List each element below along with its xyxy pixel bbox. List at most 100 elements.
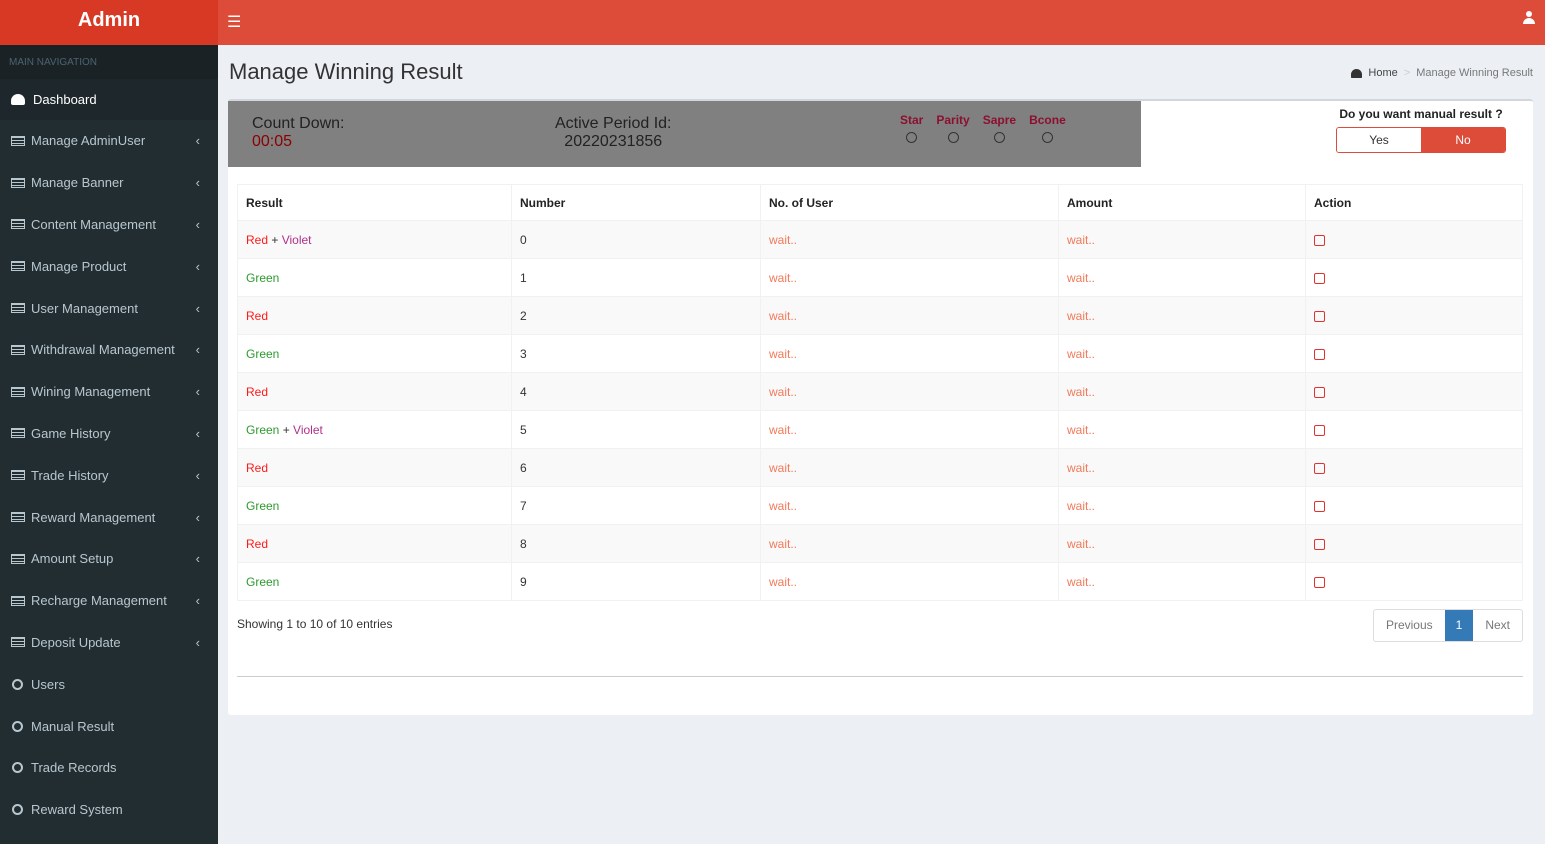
sidebar-item-reward-system[interactable]: Reward System	[0, 789, 218, 831]
sidebar-item-users[interactable]: Users	[0, 663, 218, 705]
amount-cell: wait..	[1058, 486, 1306, 525]
sidebar-item-label: Withdrawal Management	[31, 342, 175, 358]
amount-cell: wait..	[1058, 524, 1306, 563]
select-checkbox[interactable]	[1314, 424, 1325, 436]
previous-button[interactable]: Previous	[1385, 618, 1433, 632]
select-checkbox[interactable]	[1314, 538, 1325, 550]
select-checkbox[interactable]	[1314, 348, 1325, 360]
users-cell: wait..	[760, 448, 1059, 487]
col-result[interactable]: Result	[237, 184, 512, 221]
list-icon	[11, 135, 25, 146]
table-row: Green 9 wait.. wait..	[237, 562, 1523, 601]
sidebar-item-deposit-update[interactable]: Deposit Update ‹	[0, 622, 218, 664]
sidebar-item-dashboard[interactable]: Dashboard	[0, 79, 218, 120]
option-radio[interactable]	[993, 132, 1005, 143]
sidebar-item-content-management[interactable]: Content Management ‹	[0, 204, 218, 246]
option-label: Parity	[936, 113, 970, 127]
result-cell: Green + Violet	[237, 410, 512, 449]
users-cell: wait..	[760, 562, 1059, 601]
number-cell: 7	[511, 486, 761, 525]
result-cell: Red	[237, 296, 512, 335]
sidebar-item-label: Users	[31, 676, 65, 692]
circle-icon	[12, 804, 23, 816]
option-radio[interactable]	[1041, 132, 1053, 143]
action-cell	[1305, 258, 1523, 297]
list-icon	[11, 637, 25, 648]
menu-toggle-icon[interactable]: ☰	[227, 14, 242, 31]
chevron-left-icon: ‹	[195, 384, 200, 400]
sidebar-item-manage-product[interactable]: Manage Product ‹	[0, 245, 218, 287]
table-row: Green 3 wait.. wait..	[237, 334, 1523, 373]
list-icon	[11, 386, 25, 397]
action-cell	[1305, 562, 1523, 601]
sidebar-item-amount-setup[interactable]: Amount Setup ‹	[0, 538, 218, 580]
breadcrumb-current: Manage Winning Result	[1416, 67, 1533, 79]
page-1-button[interactable]: 1	[1444, 610, 1474, 641]
sidebar-item-trade-records[interactable]: Trade Records	[0, 747, 218, 789]
result-color: Red	[246, 384, 269, 399]
select-checkbox[interactable]	[1314, 272, 1325, 284]
select-checkbox[interactable]	[1314, 500, 1325, 512]
sidebar-item-manual-result[interactable]: Manual Result	[0, 705, 218, 747]
col-users[interactable]: No. of User	[760, 184, 1059, 221]
action-cell	[1305, 220, 1523, 259]
table-row: Green 1 wait.. wait..	[237, 258, 1523, 297]
result-color: Violet	[281, 232, 312, 247]
option-label: Sapre	[982, 113, 1017, 127]
option-radio[interactable]	[947, 132, 959, 143]
list-icon	[11, 595, 25, 606]
result-panel: Count Down: 00:05 Active Period Id: 2022…	[228, 99, 1533, 715]
sidebar-item-manage-banner[interactable]: Manage Banner ‹	[0, 162, 218, 204]
no-button[interactable]: No	[1421, 128, 1505, 152]
sidebar-item-trade-history[interactable]: Trade History ‹	[0, 454, 218, 496]
pagination: Previous 1 Next	[1372, 609, 1523, 642]
select-checkbox[interactable]	[1314, 310, 1325, 322]
sidebar-item-user-management[interactable]: User Management ‹	[0, 287, 218, 329]
users-cell: wait..	[760, 486, 1059, 525]
col-amount[interactable]: Amount	[1058, 184, 1306, 221]
number-cell: 6	[511, 448, 761, 487]
option-label: Star	[900, 113, 924, 127]
option-label: Bcone	[1029, 113, 1066, 127]
sidebar-item-label: Manage AdminUser	[31, 133, 146, 149]
user-icon[interactable]	[1523, 11, 1535, 25]
amount-cell: wait..	[1058, 410, 1306, 449]
table-info: Showing 1 to 10 of 10 entries	[237, 617, 393, 631]
select-checkbox[interactable]	[1314, 462, 1325, 474]
number-cell: 5	[511, 410, 761, 449]
sidebar-item-game-history[interactable]: Game History ‹	[0, 413, 218, 455]
yes-button[interactable]: Yes	[1337, 128, 1421, 152]
number-cell: 0	[511, 220, 761, 259]
sidebar-item-wining-management[interactable]: Wining Management ‹	[0, 371, 218, 413]
table-row: Red 8 wait.. wait..	[237, 524, 1523, 563]
result-color: Green	[246, 574, 280, 589]
option-radio[interactable]	[906, 132, 918, 143]
col-action[interactable]: Action	[1305, 184, 1523, 221]
amount-cell: wait..	[1058, 372, 1306, 411]
result-cell: Green	[237, 562, 512, 601]
chevron-left-icon: ‹	[195, 216, 200, 232]
next-button[interactable]: Next	[1485, 618, 1510, 632]
chevron-left-icon: ‹	[195, 593, 200, 609]
manual-toggle[interactable]: Yes No	[1336, 127, 1506, 153]
select-checkbox[interactable]	[1314, 386, 1325, 398]
number-cell: 2	[511, 296, 761, 335]
option-star: Star	[900, 113, 923, 143]
sidebar-item-label: Amount Setup	[31, 551, 114, 567]
chevron-left-icon: ‹	[195, 258, 200, 274]
status-box: Count Down: 00:05 Active Period Id: 2022…	[228, 101, 1141, 167]
sidebar-item-reward-management[interactable]: Reward Management ‹	[0, 496, 218, 538]
sidebar-item-recharge-management[interactable]: Recharge Management ‹	[0, 580, 218, 622]
sidebar-item-label: Content Management	[31, 216, 157, 232]
result-cell: Red + Violet	[237, 220, 512, 259]
brand-logo[interactable]: Admin	[0, 0, 218, 45]
manual-question: Do you want manual result ?	[1339, 107, 1503, 121]
select-checkbox[interactable]	[1314, 234, 1325, 246]
table-row: Red 6 wait.. wait..	[237, 448, 1523, 487]
select-checkbox[interactable]	[1314, 576, 1325, 588]
breadcrumb-home[interactable]: Home	[1368, 67, 1398, 79]
number-cell: 8	[511, 524, 761, 563]
col-number[interactable]: Number	[511, 184, 761, 221]
sidebar-item-withdrawal-management[interactable]: Withdrawal Management ‹	[0, 329, 218, 371]
sidebar-item-manage-adminuser[interactable]: Manage AdminUser ‹	[0, 120, 218, 162]
